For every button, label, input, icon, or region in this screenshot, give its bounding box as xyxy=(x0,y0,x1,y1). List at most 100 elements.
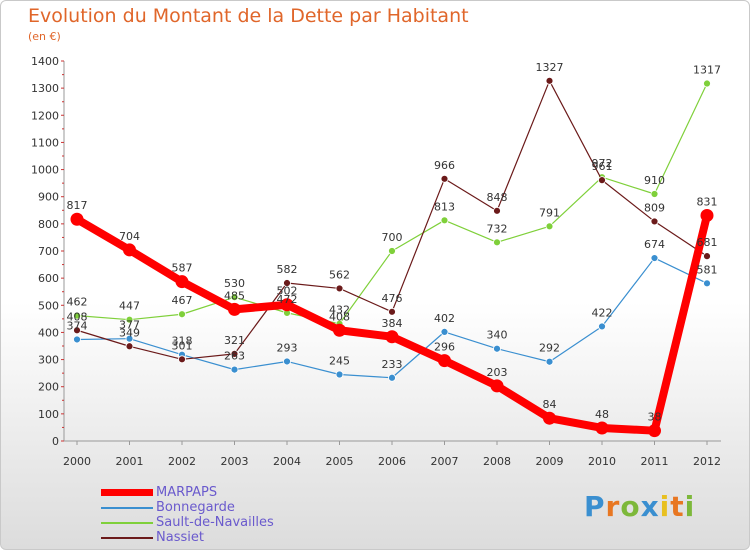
data-point-bonnegarde xyxy=(598,322,606,331)
data-point-sault-de-navailles xyxy=(178,310,186,319)
data-point-nassiet xyxy=(440,174,449,183)
data-point-bonnegarde xyxy=(703,279,711,288)
y-tick-label: 1300 xyxy=(31,82,59,95)
chart-subtitle: (en €) xyxy=(28,30,61,43)
legend-item-bonnegarde: Bonnegarde xyxy=(101,500,274,515)
data-label-sault-de-navailles: 700 xyxy=(382,231,403,244)
x-tick-label: 2007 xyxy=(431,455,459,468)
y-tick-label: 800 xyxy=(38,218,59,231)
chart-title: Evolution du Montant de la Dette par Hab… xyxy=(28,5,469,27)
legend: MARPAPS Bonnegarde Sault-de-Navailles Na… xyxy=(101,485,274,545)
data-point-bonnegarde xyxy=(73,335,81,344)
data-label-bonnegarde: 293 xyxy=(277,341,298,354)
data-point-nassiet xyxy=(388,307,396,316)
series-marpaps xyxy=(70,208,714,438)
legend-swatch-nassiet xyxy=(101,536,153,539)
data-label-bonnegarde: 318 xyxy=(172,335,193,348)
x-tick-label: 2004 xyxy=(273,455,301,468)
series-sault-de-navailles xyxy=(73,79,711,328)
data-label-nassiet: 408 xyxy=(67,310,88,323)
data-label-bonnegarde: 233 xyxy=(382,358,403,371)
data-point-nassiet xyxy=(335,284,344,293)
data-label-nassiet: 562 xyxy=(329,268,350,281)
data-label-marpaps: 704 xyxy=(119,230,140,243)
y-tick-label: 1000 xyxy=(31,164,59,177)
logo-letter: i xyxy=(659,490,671,523)
data-point-marpaps xyxy=(70,212,84,226)
legend-label-sault-de-navailles: Sault-de-Navailles xyxy=(156,515,274,530)
data-label-marpaps: 48 xyxy=(595,408,609,421)
logo-letter: x xyxy=(640,490,660,523)
data-point-marpaps xyxy=(543,411,556,425)
legend-label-bonnegarde: Bonnegarde xyxy=(156,500,235,515)
data-point-marpaps xyxy=(595,421,609,435)
data-label-bonnegarde: 422 xyxy=(592,306,613,319)
data-point-marpaps xyxy=(333,323,346,337)
legend-label-marpaps: MARPAPS xyxy=(156,485,218,500)
data-point-bonnegarde xyxy=(230,365,239,374)
y-tick-label: 200 xyxy=(38,381,59,394)
x-tick-label: 2002 xyxy=(168,455,196,468)
data-label-bonnegarde: 581 xyxy=(697,263,718,276)
data-point-bonnegarde xyxy=(440,327,449,336)
data-point-marpaps xyxy=(228,302,241,316)
legend-item-sault-de-navailles: Sault-de-Navailles xyxy=(101,515,274,530)
data-point-nassiet xyxy=(283,279,291,287)
data-label-nassiet: 961 xyxy=(592,160,613,173)
y-tick-label: 500 xyxy=(38,299,59,312)
data-point-bonnegarde xyxy=(650,254,659,262)
legend-swatch-sault-de-navailles xyxy=(101,521,153,524)
legend-item-marpaps: MARPAPS xyxy=(101,485,274,500)
x-tick-label: 2001 xyxy=(116,455,144,468)
x-ticks: 2000 2001 2002 2003 2004 2005 2006 2007 2008 2009… xyxy=(63,441,721,468)
data-point-bonnegarde xyxy=(125,334,134,343)
data-label-nassiet: 681 xyxy=(697,236,718,249)
data-point-nassiet xyxy=(598,176,606,185)
data-point-nassiet xyxy=(703,252,711,261)
data-label-sault-de-navailles: 791 xyxy=(539,206,560,219)
x-tick-label: 2003 xyxy=(221,455,249,468)
data-label-nassiet: 966 xyxy=(434,159,455,172)
data-point-bonnegarde xyxy=(545,357,554,366)
y-tick-label: 600 xyxy=(38,272,59,285)
data-point-sault-de-navailles xyxy=(493,238,501,247)
logo-letter: o xyxy=(620,490,641,523)
data-label-bonnegarde: 374 xyxy=(67,319,88,332)
x-tick-label: 2008 xyxy=(483,455,511,468)
data-point-marpaps xyxy=(385,330,399,344)
data-point-marpaps xyxy=(438,354,451,368)
x-tick-label: 2009 xyxy=(536,455,564,468)
data-label-marpaps: 502 xyxy=(277,285,298,298)
data-label-marpaps: 84 xyxy=(543,398,557,411)
data-point-sault-de-navailles xyxy=(703,79,711,88)
data-label-nassiet: 301 xyxy=(172,339,193,352)
legend-label-nassiet: Nassiet xyxy=(156,530,204,545)
legend-item-nassiet: Nassiet xyxy=(101,530,274,545)
data-point-marpaps xyxy=(280,298,294,312)
logo-letter: P xyxy=(584,490,606,523)
data-point-sault-de-navailles xyxy=(545,222,554,231)
data-label-sault-de-navailles: 530 xyxy=(224,277,245,290)
data-label-sault-de-navailles: 732 xyxy=(487,222,508,235)
data-label-sault-de-navailles: 1317 xyxy=(693,64,721,77)
data-label-nassiet: 848 xyxy=(487,191,508,204)
data-label-nassiet: 476 xyxy=(382,292,403,305)
data-point-nassiet xyxy=(493,206,501,215)
data-point-sault-de-navailles xyxy=(650,190,659,198)
data-point-nassiet xyxy=(125,342,134,351)
y-tick-label: 1400 xyxy=(31,55,59,68)
y-ticks: 0 100 200 300 400 500 600 700 800 900 1000 1100 1200… xyxy=(31,55,64,448)
x-tick-label: 2011 xyxy=(641,455,669,468)
logo-letter: t xyxy=(670,490,685,523)
y-tick-label: 1100 xyxy=(31,136,59,149)
data-point-marpaps xyxy=(700,208,714,222)
x-tick-label: 2000 xyxy=(63,455,91,468)
data-point-marpaps xyxy=(490,379,504,393)
data-label-nassiet: 321 xyxy=(224,334,245,347)
data-point-nassiet xyxy=(73,326,81,335)
data-point-sault-de-navailles xyxy=(230,293,239,302)
data-label-sault-de-navailles: 472 xyxy=(277,293,298,306)
data-label-nassiet: 349 xyxy=(119,326,140,339)
data-label-marpaps: 817 xyxy=(67,199,88,212)
